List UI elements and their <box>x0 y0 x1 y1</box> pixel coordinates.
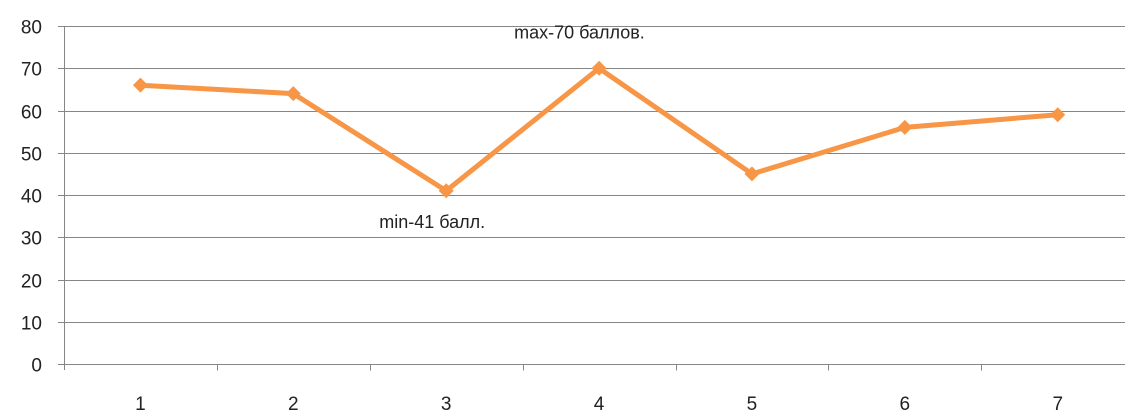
y-tick-label: 40 <box>21 187 42 208</box>
data-point-marker <box>438 183 454 199</box>
series-layer <box>132 60 1066 199</box>
x-tick-label: 5 <box>747 394 758 415</box>
gridlines <box>64 26 1125 323</box>
x-tick-label: 3 <box>441 394 452 415</box>
min-annotation: min-41 балл. <box>379 212 485 232</box>
data-point-marker <box>132 77 148 93</box>
x-tick-label: 4 <box>594 394 605 415</box>
annotations: max-70 баллов. min-41 балл. <box>379 22 645 232</box>
y-tick-labels: 0 10 20 30 40 50 60 70 80 <box>21 18 42 377</box>
y-tick-label: 30 <box>21 229 42 250</box>
y-tick-label: 50 <box>21 145 42 166</box>
data-point-marker <box>591 60 607 76</box>
y-tick-label: 60 <box>21 103 42 124</box>
x-tick-label: 7 <box>1052 394 1063 415</box>
data-point-marker <box>285 86 301 102</box>
y-tick-label: 70 <box>21 60 42 81</box>
data-point-marker <box>897 119 913 135</box>
max-annotation: max-70 баллов. <box>514 22 645 42</box>
y-tick-label: 20 <box>21 272 42 293</box>
y-tick-label: 0 <box>31 356 42 377</box>
x-tick-labels: 1 2 3 4 5 6 7 <box>135 394 1063 415</box>
y-tick-label: 10 <box>21 314 42 335</box>
axes <box>58 26 1125 371</box>
y-tick-label: 80 <box>21 18 42 39</box>
x-tick-label: 2 <box>288 394 299 415</box>
data-point-marker <box>744 166 760 182</box>
x-tick-label: 1 <box>135 394 146 415</box>
data-point-marker <box>1050 107 1066 123</box>
x-tick-label: 6 <box>900 394 911 415</box>
series-line <box>137 65 1061 194</box>
